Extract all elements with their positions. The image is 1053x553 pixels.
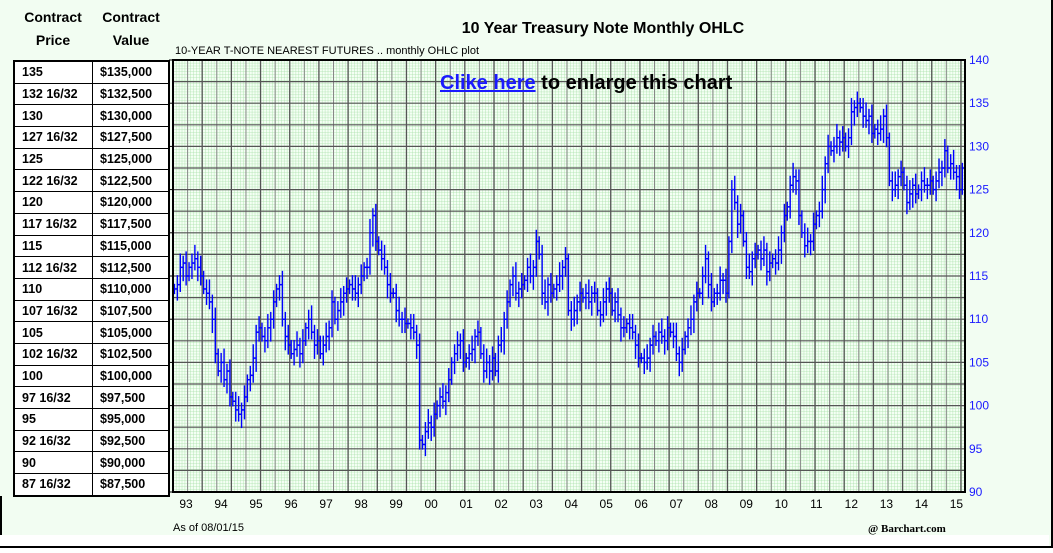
table-row: 112 16/32 $112,500 <box>13 256 170 279</box>
header-contract-value: Contract Value <box>92 6 170 52</box>
header-line: Contract <box>102 9 160 25</box>
contract-value-cell: $135,000 <box>92 60 170 84</box>
x-tick-label: 93 <box>179 497 193 511</box>
clike-here-link[interactable]: Clike here <box>440 72 536 94</box>
x-tick-label: 09 <box>740 497 754 511</box>
x-tick-label: 11 <box>810 497 823 511</box>
contract-value-cell: $107,500 <box>92 299 170 323</box>
table-row: 120 $120,000 <box>13 191 170 214</box>
x-tick-label: 15 <box>950 497 964 511</box>
chart-subtitle: 10-YEAR T-NOTE NEAREST FUTURES .. monthl… <box>175 45 480 57</box>
table-row: 97 16/32 $97,500 <box>13 386 170 409</box>
y-tick-label: 100 <box>969 399 989 413</box>
y-tick-label: 90 <box>969 485 983 499</box>
x-tick-label: 95 <box>249 497 263 511</box>
table-row: 135 $135,000 <box>13 60 170 84</box>
table-row: 132 16/32 $132,500 <box>13 82 170 106</box>
contract-value-cell: $122,500 <box>92 169 170 193</box>
table-row: 127 16/32 $127,500 <box>13 126 170 149</box>
contract-table-panel: Contract Price Contract Value 135 $135,00… <box>0 0 170 497</box>
contract-price-cell: 135 <box>13 60 93 84</box>
y-tick-label: 120 <box>969 226 989 240</box>
contract-price-cell: 90 <box>13 451 93 475</box>
contract-value-cell: $110,000 <box>92 277 170 301</box>
header-line: Value <box>112 32 150 48</box>
x-axis: 93 94 95 96 97 98 99 00 01 02 03 04 05 06 07 08 09 10 11 12… <box>179 497 963 511</box>
x-tick-label: 01 <box>459 497 473 511</box>
table-row: 107 16/32 $107,500 <box>13 299 170 323</box>
enlarge-text: to enlarge this chart <box>535 72 733 94</box>
contract-price-cell: 117 16/32 <box>13 212 93 236</box>
barchart-credit: @ Barchart.com <box>868 523 946 535</box>
x-tick-label: 06 <box>635 497 649 511</box>
y-tick-label: 95 <box>969 442 983 456</box>
y-tick-label: 115 <box>969 269 988 283</box>
contract-value-cell: $105,000 <box>92 321 170 344</box>
table-row: 105 $105,000 <box>13 321 170 344</box>
x-tick-label: 08 <box>705 497 719 511</box>
y-tick-label: 105 <box>969 355 989 369</box>
table-row: 102 16/32 $102,500 <box>13 342 170 366</box>
header-line: Contract <box>24 9 82 25</box>
table-row: 122 16/32 $122,500 <box>13 169 170 193</box>
contract-value-cell: $132,500 <box>92 82 170 106</box>
x-tick-label: 02 <box>494 497 508 511</box>
contract-value-cell: $97,500 <box>92 386 170 409</box>
x-tick-label: 05 <box>600 497 614 511</box>
x-tick-label: 14 <box>915 497 929 511</box>
y-tick-label: 125 <box>969 183 989 197</box>
x-tick-label: 12 <box>845 497 859 511</box>
y-tick-label: 140 <box>969 53 989 67</box>
table-row: 125 $125,000 <box>13 147 170 171</box>
header-line: Price <box>35 32 71 48</box>
x-tick-label: 04 <box>565 497 579 511</box>
contract-price-cell: 87 16/32 <box>13 473 93 497</box>
contract-value-cell: $127,500 <box>92 126 170 149</box>
table-row: 110 $110,000 <box>13 277 170 301</box>
contract-value-cell: $87,500 <box>92 473 170 497</box>
table-row: 117 16/32 $117,500 <box>13 212 170 236</box>
contract-value-cell: $125,000 <box>92 147 170 171</box>
bottom-strip <box>0 535 1049 546</box>
x-tick-label: 97 <box>319 497 333 511</box>
contract-price-cell: 97 16/32 <box>13 386 93 409</box>
contract-table: 135 $135,000 132 16/32 $132,500 130 $130,000 1… <box>13 60 170 497</box>
y-tick-label: 135 <box>969 96 989 110</box>
x-tick-label: 07 <box>670 497 684 511</box>
contract-value-cell: $117,500 <box>92 212 170 236</box>
contract-value-cell: $130,000 <box>92 104 170 128</box>
x-tick-label: 96 <box>284 497 298 511</box>
x-tick-label: 10 <box>775 497 789 511</box>
x-tick-label: 94 <box>214 497 228 511</box>
contract-value-cell: $102,500 <box>92 342 170 366</box>
chart-title: 10 Year Treasury Note Monthly OHLC <box>461 20 745 37</box>
contract-price-cell: 132 16/32 <box>13 82 93 106</box>
contract-price-cell: 102 16/32 <box>13 342 93 366</box>
x-tick-label: 00 <box>424 497 438 511</box>
ohlc-bars <box>172 91 965 457</box>
x-tick-label: 03 <box>530 497 544 511</box>
table-row: 90 $90,000 <box>13 451 170 475</box>
x-tick-label: 98 <box>354 497 368 511</box>
enlarge-chart-link[interactable]: Clike here to enlarge this chart <box>440 72 732 95</box>
header-contract-price: Contract Price <box>14 6 92 52</box>
y-tick-label: 110 <box>969 312 988 326</box>
x-tick-label: 13 <box>880 497 894 511</box>
y-axis: 90 95 100 105 110 115 120 125 130 135 140 <box>169 53 989 499</box>
contract-value-cell: $120,000 <box>92 191 170 214</box>
as-of-date: As of 08/01/15 <box>173 522 244 534</box>
contract-price-cell: 127 16/32 <box>13 126 93 149</box>
contract-price-cell: 122 16/32 <box>13 169 93 193</box>
contract-price-cell: 125 <box>13 147 93 171</box>
x-tick-label: 99 <box>389 497 403 511</box>
table-row: 87 16/32 $87,500 <box>13 473 170 497</box>
table-row: 130 $130,000 <box>13 104 170 128</box>
y-tick-label: 130 <box>969 139 989 153</box>
contract-price-cell: 120 <box>13 191 93 214</box>
